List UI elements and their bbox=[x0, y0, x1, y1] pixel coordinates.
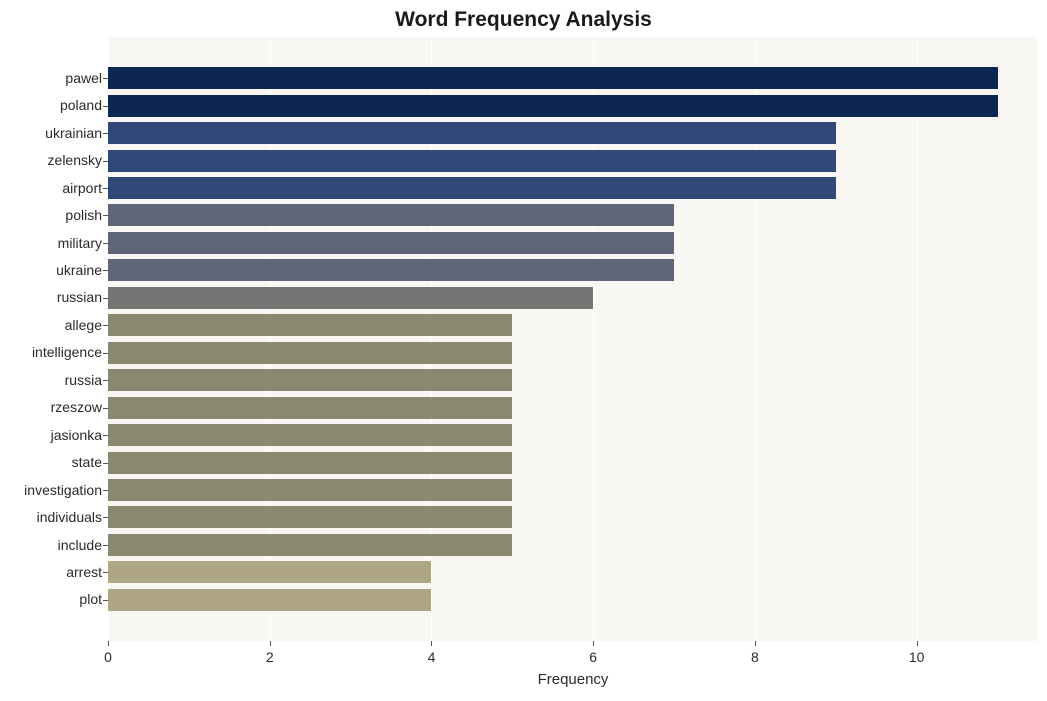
chart-y-tick-label: arrest bbox=[66, 564, 102, 580]
chart-y-tick bbox=[103, 243, 108, 244]
chart-y-tick bbox=[103, 78, 108, 79]
chart-y-tick bbox=[103, 270, 108, 271]
chart-plot-area bbox=[108, 37, 1038, 641]
chart-y-tick bbox=[103, 408, 108, 409]
chart-bar bbox=[108, 397, 512, 419]
chart-x-tick-label: 6 bbox=[589, 649, 597, 665]
chart-y-tick bbox=[103, 325, 108, 326]
chart-y-tick bbox=[103, 572, 108, 573]
chart-y-tick bbox=[103, 133, 108, 134]
chart-y-tick-label: include bbox=[58, 537, 102, 553]
chart-x-tick-label: 2 bbox=[266, 649, 274, 665]
chart-x-tick bbox=[431, 641, 432, 646]
chart-y-tick bbox=[103, 161, 108, 162]
chart-bar bbox=[108, 534, 512, 556]
chart-y-tick-label: zelensky bbox=[48, 152, 102, 168]
chart-x-tick bbox=[593, 641, 594, 646]
chart-bar bbox=[108, 95, 998, 117]
chart-y-tick bbox=[103, 380, 108, 381]
chart-bar bbox=[108, 67, 998, 89]
chart-y-tick-label: pawel bbox=[65, 70, 102, 86]
chart-x-tick bbox=[917, 641, 918, 646]
chart-y-tick-label: allege bbox=[65, 317, 102, 333]
chart-y-tick-label: ukraine bbox=[56, 262, 102, 278]
chart-bar bbox=[108, 561, 431, 583]
chart-y-tick bbox=[103, 463, 108, 464]
chart-bar bbox=[108, 479, 512, 501]
chart-title: Word Frequency Analysis bbox=[0, 0, 1047, 32]
chart-y-tick-label: state bbox=[72, 454, 102, 470]
chart-x-tick-label: 0 bbox=[104, 649, 112, 665]
chart-bar bbox=[108, 314, 512, 336]
chart-y-tick bbox=[103, 435, 108, 436]
chart-y-tick bbox=[103, 188, 108, 189]
chart-y-tick bbox=[103, 545, 108, 546]
chart-gridline bbox=[917, 37, 918, 641]
chart-y-tick-label: rzeszow bbox=[51, 399, 102, 415]
chart-bar bbox=[108, 177, 836, 199]
chart-bar bbox=[108, 589, 431, 611]
chart-y-tick-label: polish bbox=[65, 207, 102, 223]
chart-y-tick-label: russian bbox=[57, 289, 102, 305]
word-frequency-chart: Word Frequency Analysis Frequency 0 2 4 6 8 1… bbox=[0, 0, 1047, 701]
chart-x-tick bbox=[108, 641, 109, 646]
chart-y-tick bbox=[103, 106, 108, 107]
chart-y-tick-label: intelligence bbox=[32, 344, 102, 360]
chart-y-tick bbox=[103, 353, 108, 354]
chart-y-tick-label: military bbox=[58, 235, 102, 251]
chart-bar bbox=[108, 150, 836, 172]
chart-bar bbox=[108, 424, 512, 446]
chart-y-tick bbox=[103, 600, 108, 601]
chart-y-tick-label: poland bbox=[60, 97, 102, 113]
chart-bar bbox=[108, 452, 512, 474]
chart-y-tick-label: ukrainian bbox=[45, 125, 102, 141]
chart-y-tick-label: airport bbox=[62, 180, 102, 196]
chart-y-tick bbox=[103, 490, 108, 491]
chart-bar bbox=[108, 369, 512, 391]
chart-y-tick-label: jasionka bbox=[51, 427, 102, 443]
chart-x-tick-label: 4 bbox=[428, 649, 436, 665]
chart-y-tick-label: plot bbox=[79, 591, 102, 607]
chart-y-tick bbox=[103, 215, 108, 216]
chart-x-axis-label: Frequency bbox=[523, 671, 623, 688]
chart-y-tick bbox=[103, 298, 108, 299]
chart-x-tick bbox=[270, 641, 271, 646]
chart-bar bbox=[108, 287, 593, 309]
chart-bar bbox=[108, 122, 836, 144]
chart-bar bbox=[108, 204, 674, 226]
chart-x-tick bbox=[755, 641, 756, 646]
chart-bar bbox=[108, 342, 512, 364]
chart-y-tick-label: individuals bbox=[37, 509, 102, 525]
chart-y-tick-label: investigation bbox=[24, 482, 102, 498]
chart-y-tick-label: russia bbox=[65, 372, 102, 388]
chart-bar bbox=[108, 232, 674, 254]
chart-x-tick-label: 8 bbox=[751, 649, 759, 665]
chart-bar bbox=[108, 506, 512, 528]
chart-y-tick bbox=[103, 517, 108, 518]
chart-x-tick-label: 10 bbox=[909, 649, 925, 665]
chart-bar bbox=[108, 259, 674, 281]
